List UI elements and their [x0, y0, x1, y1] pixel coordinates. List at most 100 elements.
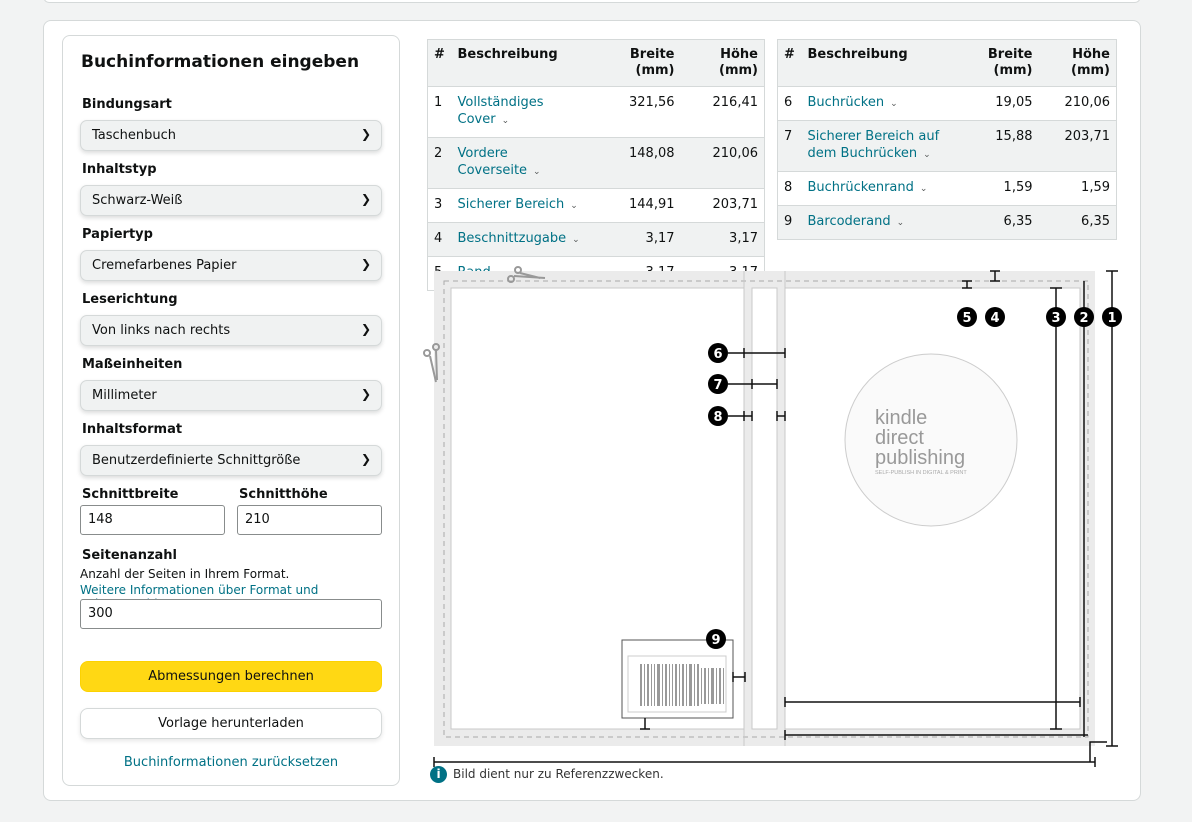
row-width: 148,08	[596, 137, 681, 189]
chevron-down-icon: ❯	[360, 127, 371, 141]
badge-1: 1	[1102, 307, 1122, 327]
row-width: 1,59	[966, 171, 1039, 206]
units-select[interactable]: Millimeter ❯	[80, 380, 382, 411]
dimensions-table-left: # Beschreibung Breite (mm) Höhe (mm) 1 Voll…	[427, 39, 765, 291]
format-select[interactable]: Benutzerdefinierte Schnittgröße ❯	[80, 445, 382, 476]
row-height: 6,35	[1038, 205, 1117, 240]
svg-text:kindle: kindle	[875, 407, 927, 429]
col-desc: Beschreibung	[801, 39, 967, 87]
svg-text:publishing: publishing	[875, 447, 965, 469]
badge-6: 6	[708, 343, 728, 363]
row-desc[interactable]: Buchrückenrand ⌄	[801, 171, 967, 206]
row-desc[interactable]: Sicherer Bereich ⌄	[451, 188, 597, 223]
download-template-button[interactable]: Vorlage herunterladen	[80, 708, 382, 739]
table-row: 7 Sicherer Bereich auf dem Buchrücken ⌄ 15,…	[777, 120, 1117, 172]
chevron-down-icon: ⌄	[923, 150, 931, 160]
chevron-down-icon: ❯	[360, 452, 371, 466]
row-desc[interactable]: Sicherer Bereich auf dem Buchrücken ⌄	[801, 120, 967, 172]
trim-width-label: Schnittbreite	[82, 487, 179, 502]
chevron-down-icon: ⌄	[919, 184, 928, 194]
reading-select[interactable]: Von links nach rechts ❯	[80, 315, 382, 346]
svg-text:2: 2	[1079, 311, 1088, 326]
panel-title: Buchinformationen eingeben	[81, 52, 360, 72]
row-height: 216,41	[680, 86, 765, 138]
info-icon: i	[430, 766, 447, 783]
trim-height-label: Schnitthöhe	[239, 487, 328, 502]
chevron-down-icon: ⌄	[501, 116, 510, 126]
svg-text:5: 5	[962, 311, 971, 326]
svg-text:SELF-PUBLISH IN DIGITAL & PRIN: SELF-PUBLISH IN DIGITAL & PRINT	[875, 470, 967, 476]
content-type-select[interactable]: Schwarz-Weiß ❯	[80, 185, 382, 216]
chevron-down-icon: ⌄	[570, 201, 578, 211]
content-type-label: Inhaltstyp	[82, 162, 157, 177]
table-row: 2 Vordere Coverseite ⌄ 148,08 210,06	[427, 137, 765, 189]
barcode	[621, 639, 734, 719]
dimensions-table-right: # Beschreibung Breite (mm) Höhe (mm) 6 Buch…	[777, 39, 1117, 240]
badge-5: 5	[957, 307, 977, 327]
table-row: 4 Beschnittzugabe ⌄ 3,17 3,17	[427, 222, 765, 257]
badge-4: 4	[985, 307, 1005, 327]
units-label: Maßeinheiten	[82, 357, 183, 372]
table-row: 1 Vollständiges Cover ⌄ 321,56 216,41	[427, 86, 765, 138]
col-height: Höhe (mm)	[680, 39, 765, 87]
table-row: 3 Sicherer Bereich ⌄ 144,91 203,71	[427, 188, 765, 223]
measure-lines	[433, 270, 1118, 767]
trim-height-input[interactable]: 210	[237, 505, 382, 535]
table-row: 9 Barcoderand ⌄ 6,35 6,35	[777, 205, 1117, 240]
row-width: 19,05	[966, 86, 1039, 121]
col-width: Breite (mm)	[596, 39, 681, 87]
row-width: 6,35	[966, 205, 1039, 240]
row-desc[interactable]: Beschnittzugabe ⌄	[451, 222, 597, 257]
row-num: 6	[777, 86, 802, 121]
svg-text:8: 8	[713, 410, 722, 425]
table-row: 6 Buchrücken ⌄ 19,05 210,06	[777, 86, 1117, 121]
spine-safe	[751, 287, 778, 730]
paper-label: Papiertyp	[82, 227, 153, 242]
pages-help: Anzahl der Seiten in Ihrem Format.	[80, 567, 290, 581]
col-width: Breite (mm)	[966, 39, 1039, 87]
svg-text:7: 7	[713, 378, 722, 393]
col-height: Höhe (mm)	[1038, 39, 1117, 87]
calculate-button[interactable]: Abmessungen berechnen	[80, 661, 382, 692]
kindle-logo: kindle direct publishing SELF-PUBLISH IN…	[844, 353, 1018, 527]
row-width: 321,56	[596, 86, 681, 138]
row-num: 3	[427, 188, 452, 223]
content-type-value: Schwarz-Weiß	[92, 193, 183, 208]
svg-text:9: 9	[711, 633, 720, 648]
paper-select[interactable]: Cremefarbenes Papier ❯	[80, 250, 382, 281]
row-height: 203,71	[1038, 120, 1117, 172]
table-row: 8 Buchrückenrand ⌄ 1,59 1,59	[777, 171, 1117, 206]
row-desc[interactable]: Barcoderand ⌄	[801, 205, 967, 240]
row-desc[interactable]: Vollständiges Cover ⌄	[451, 86, 597, 138]
reset-link[interactable]: Buchinformationen zurücksetzen	[123, 755, 339, 770]
chevron-down-icon: ⌄	[890, 99, 898, 109]
svg-text:1: 1	[1107, 311, 1116, 326]
book-info-panel: Buchinformationen eingeben Bindungsart T…	[62, 35, 400, 786]
chevron-down-icon: ⌄	[896, 218, 905, 228]
row-width: 144,91	[596, 188, 681, 223]
row-width: 3,17	[596, 222, 681, 257]
badge-3: 3	[1046, 307, 1066, 327]
col-num: #	[777, 39, 802, 87]
reading-value: Von links nach rechts	[92, 323, 231, 338]
col-desc: Beschreibung	[451, 39, 597, 87]
trim-width-input[interactable]: 148	[80, 505, 225, 535]
row-height: 1,59	[1038, 171, 1117, 206]
trim-line	[443, 280, 1089, 738]
row-num: 7	[777, 120, 802, 172]
row-desc[interactable]: Vordere Coverseite ⌄	[451, 137, 597, 189]
reference-note: i Bild dient nur zu Referenzzwecken.	[430, 766, 664, 783]
row-desc[interactable]: Buchrücken ⌄	[801, 86, 967, 121]
binding-select[interactable]: Taschenbuch ❯	[80, 120, 382, 151]
chevron-down-icon: ❯	[360, 387, 371, 401]
chevron-down-icon: ❯	[360, 322, 371, 336]
chevron-down-icon: ⌄	[572, 235, 580, 245]
pages-input[interactable]: 300	[80, 599, 382, 629]
svg-text:3: 3	[1051, 311, 1060, 326]
badge-2: 2	[1074, 307, 1094, 327]
row-num: 2	[427, 137, 452, 189]
svg-text:direct: direct	[875, 427, 924, 449]
row-num: 8	[777, 171, 802, 206]
badge-7: 7	[708, 374, 728, 394]
